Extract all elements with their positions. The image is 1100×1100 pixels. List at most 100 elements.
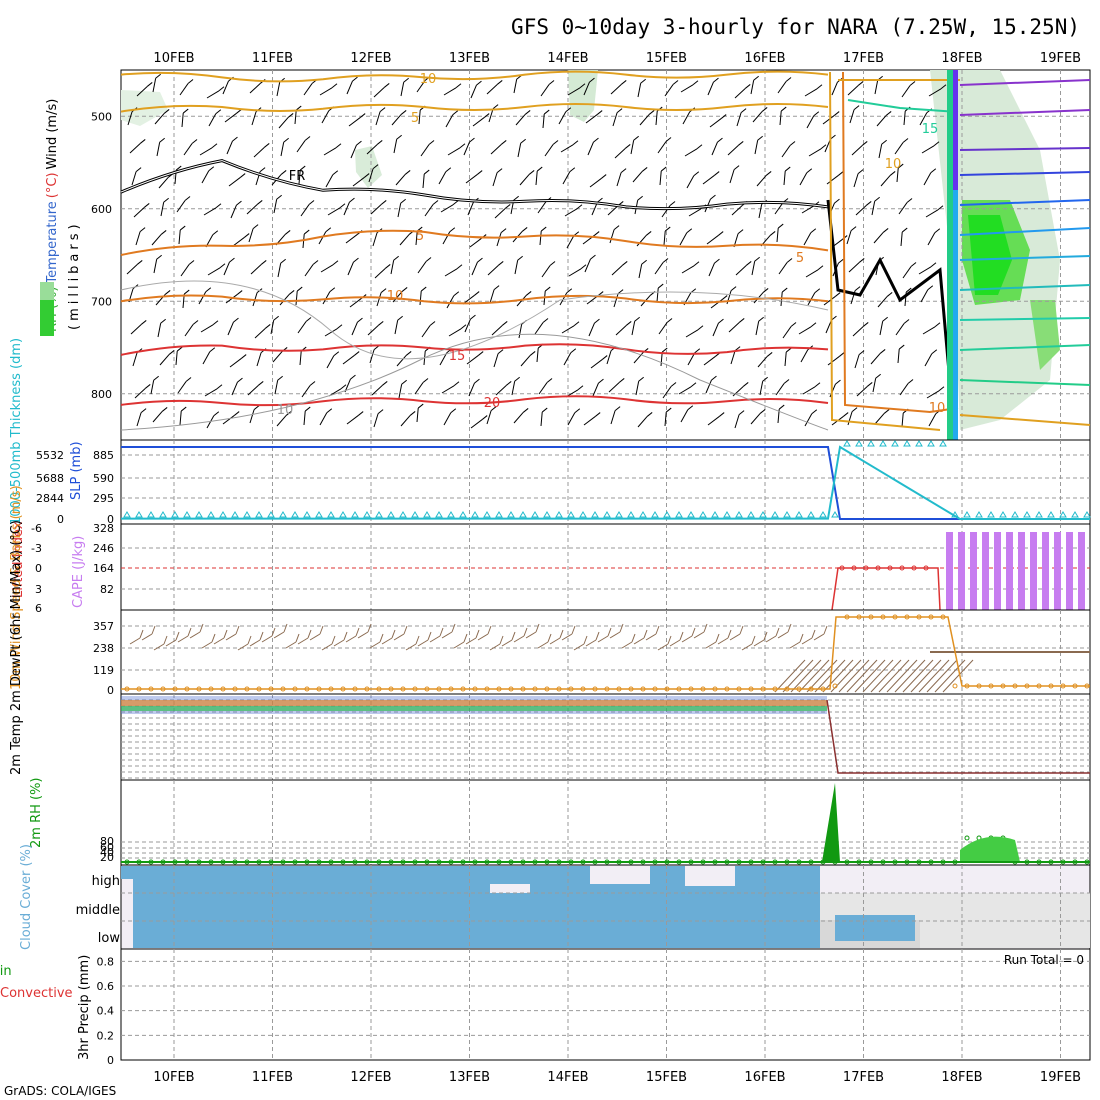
wind-barb-flag [806,168,813,174]
cape-bar [1030,532,1037,610]
wind-barb [486,84,498,95]
wind10m-barb-dense [838,659,870,693]
wind-barb-flag [179,225,186,231]
wind10m-barb [429,635,441,643]
wind-barb [872,378,877,393]
wind-barb-flag [931,349,938,355]
thickness-marker [927,440,935,447]
thickness-marker [147,511,155,518]
wind-barb-flag [738,318,745,323]
thickness-marker [195,511,203,518]
wind-barb-flag [686,228,693,234]
wind-barb-flag [496,80,503,85]
thickness-marker [279,511,287,518]
wind10m-barb-flag [655,625,660,635]
wind-barb [464,318,471,333]
wind-barb-flag [505,381,512,386]
wind-barb [133,207,145,218]
thickness-marker [723,511,731,518]
wind-barb-flag [717,231,724,236]
rh-legend-swatch-light [40,282,54,300]
wind-barb [880,175,891,187]
wind-barb [470,84,477,99]
wind-barb-flag [813,111,820,117]
wind-barb [417,261,427,274]
wind-barb [799,172,808,186]
wind-barb-flag [359,113,366,118]
wind10m-speed-marker [208,686,214,692]
wind-barb-flag [160,230,167,235]
wind-barb-flag [397,315,403,321]
li-y-label: Lifted Index [11,521,26,598]
wind10m-barb [417,639,429,647]
thickness-marker [507,511,515,518]
wind-barb-flag [163,109,170,114]
contour-label: 5 [411,111,419,126]
wind-barb [495,385,507,396]
wind-barb [370,204,382,215]
wind10m-speed-marker [472,686,478,692]
wind-barb [657,141,667,154]
top-date-label: 18FEB [941,51,982,66]
wind-barb [415,231,418,246]
wind-barb-flag [514,376,520,382]
rh-contour-1 [120,333,829,431]
wind10m-barb-dense [830,659,862,693]
thickness-marker [843,440,851,447]
contour-label: 10 [387,289,404,304]
li-tick: 6 [35,602,42,615]
wind-barb-flag [594,318,600,324]
wind10m-barb-flag [751,635,756,645]
wind-barb [399,234,410,246]
wind10m-barb [561,633,573,641]
wind-barb [681,265,695,274]
precip-frame [120,948,1091,1061]
wind-barb [783,171,786,186]
wind-barb-flag [332,260,339,266]
wind10m-barb-flag [535,623,540,633]
wind-barb [688,208,702,217]
wind10m-barb [537,641,549,649]
wind-barb [870,353,881,365]
slp-tick: 885 [93,449,114,462]
wind-barb [492,172,498,187]
wind10m-barb [813,633,825,641]
wind-barb-flag [625,321,632,326]
wind-barb [900,232,903,247]
wind-barb-flag [783,379,790,384]
thickness-marker [651,511,659,518]
wind-barb [438,171,447,185]
temp-band-2 [121,700,827,706]
wind-barb-flag [638,376,644,382]
wind-barb [400,82,405,97]
wind-barb [175,351,178,366]
wind-barb [538,382,548,395]
cape-li-panel: -6 -3 0 3 6 328 246 164 82 Lifted Index CAPE (J/k… [11,521,1091,615]
wind-barb-flag [256,200,263,205]
wind10m-barb-flag [163,635,168,645]
thickness-marker [219,511,227,518]
wind-barb-flag [854,286,861,292]
wind-barb [706,235,719,245]
isotherm-20 [120,395,829,407]
wind-barb [856,386,868,397]
wind10m-barb-flag [391,629,396,639]
wind-barb [520,355,531,367]
wind-barb-flag [814,382,821,388]
wind-barb-flag [259,167,266,173]
slp-series [121,440,1091,520]
wind-barb [800,349,809,363]
wind-barb [179,83,189,96]
wind-barb-flag [780,106,787,112]
wind10m-speed-marker [568,686,574,692]
wind-barb-flag [422,378,429,383]
wind-barb-flag [380,200,387,205]
thickness-marker [327,511,335,518]
wind-barb [511,381,516,396]
cloud-gap-2 [590,866,650,884]
wind-barb-flag [185,377,192,382]
wind-barb-flag [335,143,342,149]
wind-barb [184,324,194,337]
wind10m-barb-flag [499,635,504,645]
wind-barb [805,269,819,278]
